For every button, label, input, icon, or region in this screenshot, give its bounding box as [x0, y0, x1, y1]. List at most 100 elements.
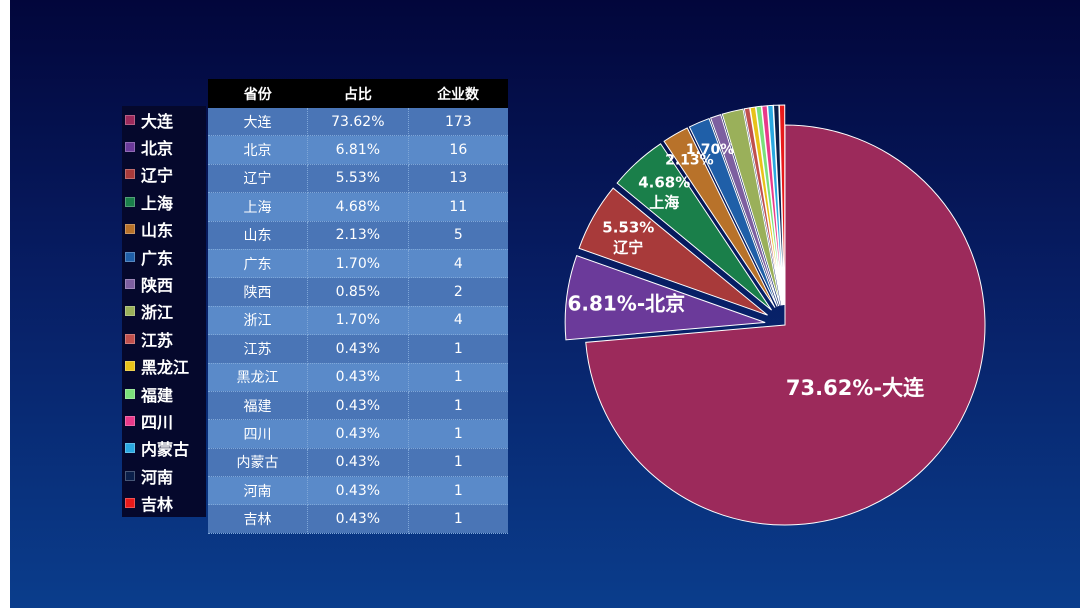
pie-slice	[663, 127, 776, 308]
cell-share: 0.43%	[307, 363, 409, 392]
cell-share: 73.62%	[307, 108, 409, 137]
cell-share: 0.85%	[307, 277, 409, 307]
cell-share: 0.43%	[307, 476, 409, 506]
legend-swatch	[125, 498, 135, 509]
legend-label: 辽宁	[141, 166, 174, 186]
table-row: 北京 6.81% 16	[208, 135, 508, 165]
cell-count: 1	[408, 363, 508, 392]
legend-item: 河南	[122, 462, 206, 489]
slice-label: 4.68%	[638, 174, 690, 192]
pie-slice	[767, 104, 785, 306]
legend-label: 河南	[141, 467, 174, 487]
cell-province: 辽宁	[208, 164, 309, 194]
table-row: 浙江 1.70% 4	[208, 306, 508, 336]
cell-count: 2	[408, 277, 508, 307]
header-share: 占比	[307, 79, 409, 108]
legend-item: 大连	[122, 106, 206, 133]
pie-chart: 73.62%-大连 6.81%-北京 5.53% 辽宁 4.68% 上海 2.13%1.70…	[564, 104, 986, 526]
cell-share: 0.43%	[307, 391, 409, 421]
cell-province: 北京	[208, 135, 309, 165]
slice-label: 5.53%	[602, 218, 654, 236]
cell-count: 173	[408, 108, 508, 137]
table-row: 吉林 0.43% 1	[208, 504, 508, 534]
cell-count: 16	[408, 135, 508, 165]
cell-province: 陕西	[208, 277, 309, 307]
cell-province: 黑龙江	[208, 363, 309, 392]
legend-item: 陕西	[122, 270, 206, 297]
cell-province: 上海	[208, 192, 309, 222]
cell-count: 5	[408, 221, 508, 250]
legend-label: 黑龙江	[141, 358, 190, 378]
header-province: 省份	[208, 79, 308, 108]
legend-label: 北京	[141, 139, 174, 159]
cell-province: 四川	[208, 419, 309, 449]
pie-slice	[743, 107, 783, 306]
legend-item: 江苏	[122, 325, 206, 352]
table-body: 大连 73.62% 173 北京 6.81% 16 辽宁 5.53% 13 上海 4.68% 11 山东…	[208, 108, 508, 534]
legend-label: 山东	[141, 221, 174, 241]
slice-label-name: 上海	[649, 194, 679, 212]
table-row: 山东 2.13% 5	[208, 221, 508, 250]
legend-swatch	[125, 169, 135, 180]
cell-share: 0.43%	[307, 419, 409, 449]
cell-province: 福建	[208, 391, 309, 421]
legend-item: 山东	[122, 216, 206, 243]
legend-item: 浙江	[122, 298, 206, 325]
cell-share: 4.68%	[307, 192, 409, 222]
cell-province: 内蒙古	[208, 448, 309, 478]
table-row: 广东 1.70% 4	[208, 249, 508, 279]
legend-swatch	[125, 142, 135, 153]
slice-label-name: 辽宁	[613, 238, 643, 256]
table-row: 辽宁 5.53% 13	[208, 164, 508, 194]
legend-swatch	[125, 361, 135, 372]
legend-swatch	[125, 279, 135, 290]
legend-swatch	[125, 196, 135, 207]
legend: 大连 北京 辽宁 上海 山东 广东 陕西 浙江 江苏 黑龙江 福建 四川 内蒙古 河南 吉林	[122, 106, 206, 517]
cell-share: 0.43%	[307, 334, 409, 364]
cell-count: 4	[408, 249, 508, 279]
table-row: 内蒙古 0.43% 1	[208, 448, 508, 478]
legend-swatch	[125, 333, 135, 344]
cell-province: 河南	[208, 476, 309, 506]
cell-share: 0.43%	[307, 504, 409, 534]
legend-item: 吉林	[122, 489, 206, 516]
cell-share: 6.81%	[307, 135, 409, 165]
table-row: 福建 0.43% 1	[208, 391, 508, 421]
legend-swatch	[125, 388, 135, 399]
legend-label: 大连	[141, 111, 174, 131]
cell-count: 1	[408, 476, 508, 506]
table-row: 四川 0.43% 1	[208, 419, 508, 449]
legend-item: 福建	[122, 380, 206, 407]
table-row: 黑龙江 0.43% 1	[208, 363, 508, 392]
table-row: 江苏 0.43% 1	[208, 334, 508, 364]
cell-share: 0.43%	[307, 448, 409, 478]
legend-swatch	[125, 251, 135, 262]
cell-share: 2.13%	[307, 221, 409, 250]
table-header-row: 省份 占比 企业数	[208, 79, 508, 108]
table-row: 河南 0.43% 1	[208, 476, 508, 506]
slice-label: 2.13%	[665, 153, 714, 169]
table-row: 上海 4.68% 11	[208, 192, 508, 222]
pie-slice	[616, 143, 772, 311]
legend-label: 浙江	[141, 303, 174, 323]
cell-province: 大连	[208, 108, 309, 137]
slice-label: 73.62%-大连	[786, 376, 925, 400]
cell-share: 5.53%	[307, 164, 409, 194]
pie-slice	[709, 113, 780, 307]
slice-label: 6.81%-北京	[567, 292, 685, 316]
cell-count: 1	[408, 448, 508, 478]
pie-slice	[761, 105, 784, 306]
cell-province: 江苏	[208, 334, 309, 364]
legend-swatch	[125, 224, 135, 235]
table-row: 陕西 0.85% 2	[208, 277, 508, 307]
legend-label: 上海	[141, 193, 174, 213]
header-count: 企业数	[408, 79, 508, 108]
legend-item: 辽宁	[122, 161, 206, 188]
cell-share: 1.70%	[307, 306, 409, 336]
pie-slice	[772, 104, 785, 306]
pie-slice	[564, 254, 766, 341]
legend-swatch	[125, 114, 135, 125]
cell-count: 1	[408, 504, 508, 534]
legend-swatch	[125, 306, 135, 317]
legend-item: 广东	[122, 243, 206, 270]
